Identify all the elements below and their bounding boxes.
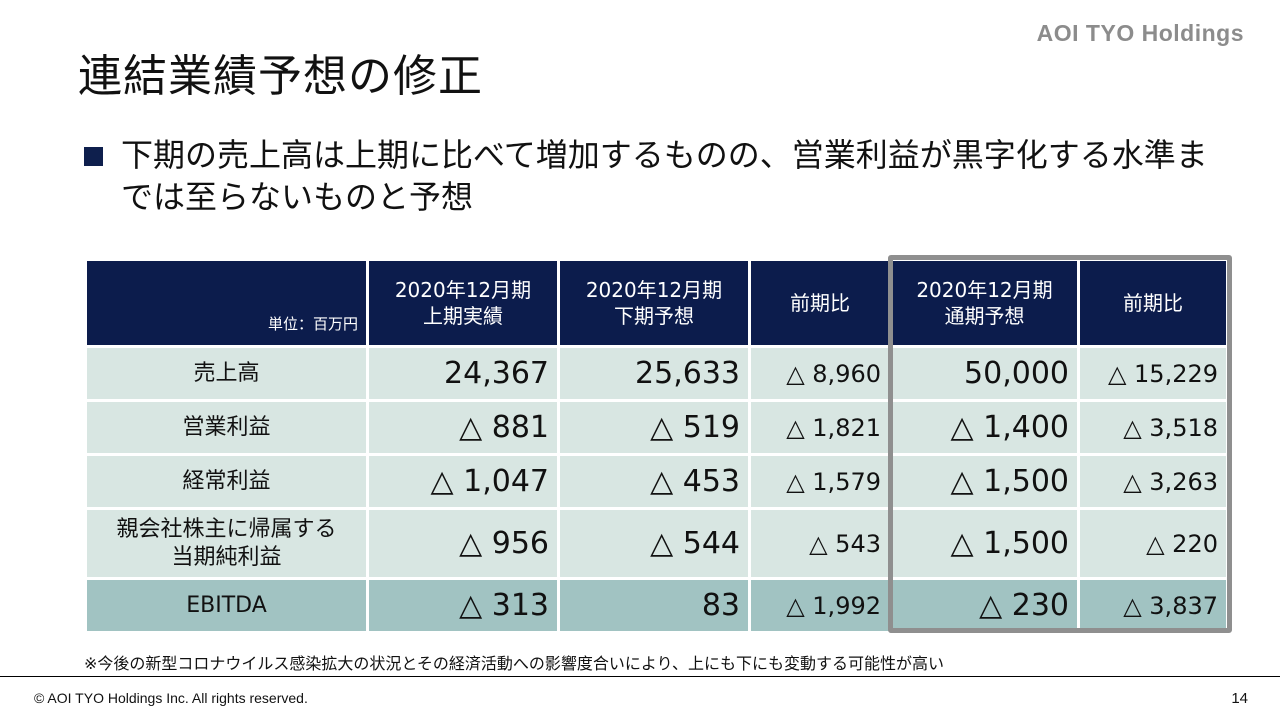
table-cell: △ 1,821 xyxy=(751,402,889,453)
header-yoy-fy: 前期比 xyxy=(1080,261,1226,345)
unit-label: 単位：百万円 xyxy=(87,261,366,345)
footnote: ※今後の新型コロナウイルス感染拡大の状況とその経済活動への影響度合いにより、上に… xyxy=(84,654,944,673)
table-row: 売上高 24,367 25,633 △ 8,960 50,000 △ 15,22… xyxy=(87,348,1226,399)
table-cell: △ 519 xyxy=(560,402,748,453)
table-cell: △ 220 xyxy=(1080,510,1226,577)
table-cell: △ 1,047 xyxy=(369,456,557,507)
table-cell: △ 544 xyxy=(560,510,748,577)
table-row: 営業利益 △ 881 △ 519 △ 1,821 △ 1,400 △ 3,518 xyxy=(87,402,1226,453)
table-cell: △ 230 xyxy=(892,580,1077,631)
table-cell: 50,000 xyxy=(892,348,1077,399)
table-cell: 83 xyxy=(560,580,748,631)
bullet-point: 下期の売上高は上期に比べて増加するものの、営業利益が黒字化する水準までは至らない… xyxy=(84,134,1231,218)
header-h2-forecast: 2020年12月期 下期予想 xyxy=(560,261,748,345)
table-row: 経常利益 △ 1,047 △ 453 △ 1,579 △ 1,500 △ 3,2… xyxy=(87,456,1226,507)
table-cell: △ 3,263 xyxy=(1080,456,1226,507)
row-label: 売上高 xyxy=(87,348,366,399)
table-cell: △ 543 xyxy=(751,510,889,577)
table-header-row: 単位：百万円 2020年12月期 上期実績 2020年12月期 下期予想 前期比… xyxy=(87,261,1226,345)
table-cell: △ 3,837 xyxy=(1080,580,1226,631)
header-fy-forecast: 2020年12月期 通期予想 xyxy=(892,261,1077,345)
table-cell: △ 8,960 xyxy=(751,348,889,399)
row-label: 経常利益 xyxy=(87,456,366,507)
brand-logo-text: AOI TYO Holdings xyxy=(1036,20,1244,46)
table-cell: △ 1,500 xyxy=(892,456,1077,507)
table-cell: △ 1,400 xyxy=(892,402,1077,453)
results-table: 単位：百万円 2020年12月期 上期実績 2020年12月期 下期予想 前期比… xyxy=(84,258,1229,634)
header-yoy-h2: 前期比 xyxy=(751,261,889,345)
table-cell: △ 313 xyxy=(369,580,557,631)
table-cell: △ 1,579 xyxy=(751,456,889,507)
footer-divider xyxy=(0,676,1280,677)
header-h1-actual: 2020年12月期 上期実績 xyxy=(369,261,557,345)
table-cell: △ 956 xyxy=(369,510,557,577)
table-cell: 25,633 xyxy=(560,348,748,399)
table-cell: △ 1,500 xyxy=(892,510,1077,577)
table-row: 親会社株主に帰属する 当期純利益 △ 956 △ 544 △ 543 △ 1,5… xyxy=(87,510,1226,577)
table-cell: △ 453 xyxy=(560,456,748,507)
row-label: EBITDA xyxy=(87,580,366,631)
row-label: 営業利益 xyxy=(87,402,366,453)
page-number: 14 xyxy=(1231,690,1248,707)
page-title: 連結業績予想の修正 xyxy=(78,51,483,102)
table-cell: △ 881 xyxy=(369,402,557,453)
copyright-text: © AOI TYO Holdings Inc. All rights reser… xyxy=(34,690,308,706)
bullet-text: 下期の売上高は上期に比べて増加するものの、営業利益が黒字化する水準までは至らない… xyxy=(121,136,1208,216)
row-label: 親会社株主に帰属する 当期純利益 xyxy=(87,510,366,577)
table-cell: △ 3,518 xyxy=(1080,402,1226,453)
table-cell: △ 1,992 xyxy=(751,580,889,631)
table-cell: 24,367 xyxy=(369,348,557,399)
table-cell: △ 15,229 xyxy=(1080,348,1226,399)
bullet-square-icon xyxy=(84,147,103,166)
table-row: EBITDA △ 313 83 △ 1,992 △ 230 △ 3,837 xyxy=(87,580,1226,631)
